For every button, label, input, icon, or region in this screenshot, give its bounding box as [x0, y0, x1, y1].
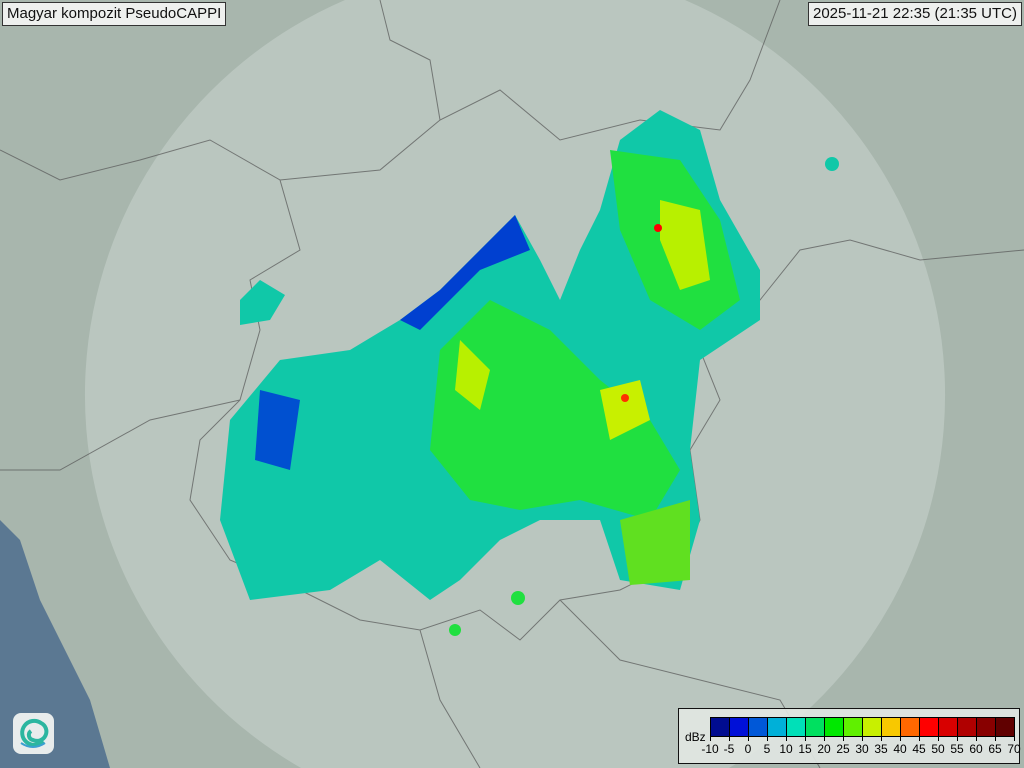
- color-swatch: [730, 718, 749, 736]
- tick-label: 70: [1007, 742, 1021, 756]
- color-swatch: [825, 718, 844, 736]
- tick-label: 60: [969, 742, 983, 756]
- tick-mark: [729, 736, 730, 741]
- tick-label: -10: [701, 742, 719, 756]
- tick-label: 40: [893, 742, 907, 756]
- color-swatch: [939, 718, 958, 736]
- color-swatch: [711, 718, 730, 736]
- tick-label: 65: [988, 742, 1002, 756]
- color-swatch: [768, 718, 787, 736]
- color-swatch: [863, 718, 882, 736]
- adriatic-sea: [0, 520, 110, 768]
- tick-mark: [995, 736, 996, 741]
- tick-label: 5: [763, 742, 771, 756]
- timestamp-label: 2025-11-21 22:35 (21:35 UTC): [807, 2, 1022, 26]
- tick-label: 0: [744, 742, 752, 756]
- color-swatch: [882, 718, 901, 736]
- dbz-legend: dBz -10 -5 0 5 10 15 20 25 30 35 40 45 50 55 60 65 70: [678, 708, 1021, 764]
- tick-mark: [900, 736, 901, 741]
- tick-mark: [843, 736, 844, 741]
- color-swatch: [958, 718, 977, 736]
- color-swatch: [901, 718, 920, 736]
- color-swatch: [920, 718, 939, 736]
- legend-unit: dBz: [685, 730, 706, 744]
- tick-label: 45: [912, 742, 926, 756]
- tick-mark: [748, 736, 749, 741]
- tick-label: 30: [855, 742, 869, 756]
- tick-mark: [957, 736, 958, 741]
- tick-mark: [805, 736, 806, 741]
- precipitation-echoes: [220, 110, 839, 636]
- tick-mark: [862, 736, 863, 741]
- tick-mark: [786, 736, 787, 741]
- color-swatch: [749, 718, 768, 736]
- tick-mark: [1014, 736, 1015, 741]
- tick-mark: [824, 736, 825, 741]
- tick-mark: [710, 736, 711, 741]
- color-scale: [710, 717, 1015, 737]
- tick-label: 25: [836, 742, 850, 756]
- tick-mark: [976, 736, 977, 741]
- tick-label: 55: [950, 742, 964, 756]
- tick-label: 35: [874, 742, 888, 756]
- tick-label: 10: [779, 742, 793, 756]
- tick-mark: [881, 736, 882, 741]
- tick-label: 20: [817, 742, 831, 756]
- tick-label: -5: [723, 742, 735, 756]
- tick-mark: [919, 736, 920, 741]
- color-swatch: [977, 718, 996, 736]
- color-swatch: [996, 718, 1014, 736]
- tick-mark: [767, 736, 768, 741]
- tick-label: 50: [931, 742, 945, 756]
- swirl-logo-icon: [13, 713, 54, 754]
- tick-label: 15: [798, 742, 812, 756]
- color-swatch: [806, 718, 825, 736]
- product-title: Magyar kompozit PseudoCAPPI: [2, 2, 227, 26]
- color-swatch: [787, 718, 806, 736]
- tick-mark: [938, 736, 939, 741]
- color-swatch: [844, 718, 863, 736]
